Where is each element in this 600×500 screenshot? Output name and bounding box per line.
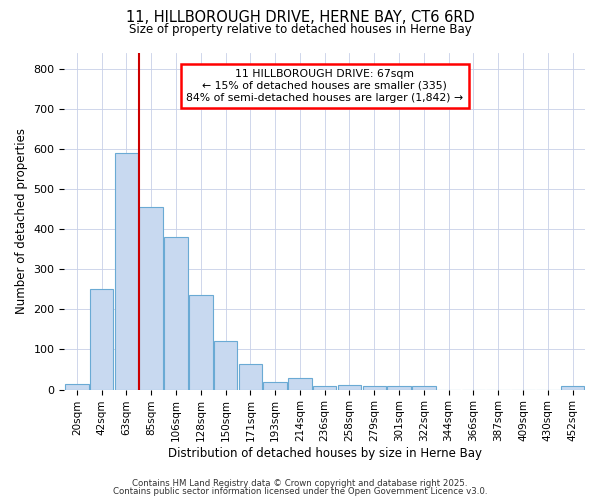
- Text: Contains public sector information licensed under the Open Government Licence v3: Contains public sector information licen…: [113, 487, 487, 496]
- Bar: [189, 296, 212, 390]
- Bar: [65, 384, 89, 390]
- Bar: [387, 386, 411, 390]
- Bar: [90, 290, 113, 390]
- Y-axis label: Number of detached properties: Number of detached properties: [15, 128, 28, 314]
- Bar: [288, 378, 311, 390]
- Bar: [115, 153, 138, 390]
- Bar: [263, 382, 287, 390]
- Bar: [214, 342, 238, 390]
- Text: Contains HM Land Registry data © Crown copyright and database right 2025.: Contains HM Land Registry data © Crown c…: [132, 478, 468, 488]
- Bar: [561, 386, 584, 390]
- X-axis label: Distribution of detached houses by size in Herne Bay: Distribution of detached houses by size …: [168, 447, 482, 460]
- Bar: [412, 386, 436, 390]
- Bar: [239, 364, 262, 390]
- Bar: [164, 237, 188, 390]
- Text: 11, HILLBOROUGH DRIVE, HERNE BAY, CT6 6RD: 11, HILLBOROUGH DRIVE, HERNE BAY, CT6 6R…: [125, 10, 475, 25]
- Bar: [338, 385, 361, 390]
- Text: Size of property relative to detached houses in Herne Bay: Size of property relative to detached ho…: [128, 22, 472, 36]
- Bar: [313, 386, 337, 390]
- Text: 11 HILLBOROUGH DRIVE: 67sqm
← 15% of detached houses are smaller (335)
84% of se: 11 HILLBOROUGH DRIVE: 67sqm ← 15% of det…: [186, 70, 463, 102]
- Bar: [362, 386, 386, 390]
- Bar: [139, 207, 163, 390]
